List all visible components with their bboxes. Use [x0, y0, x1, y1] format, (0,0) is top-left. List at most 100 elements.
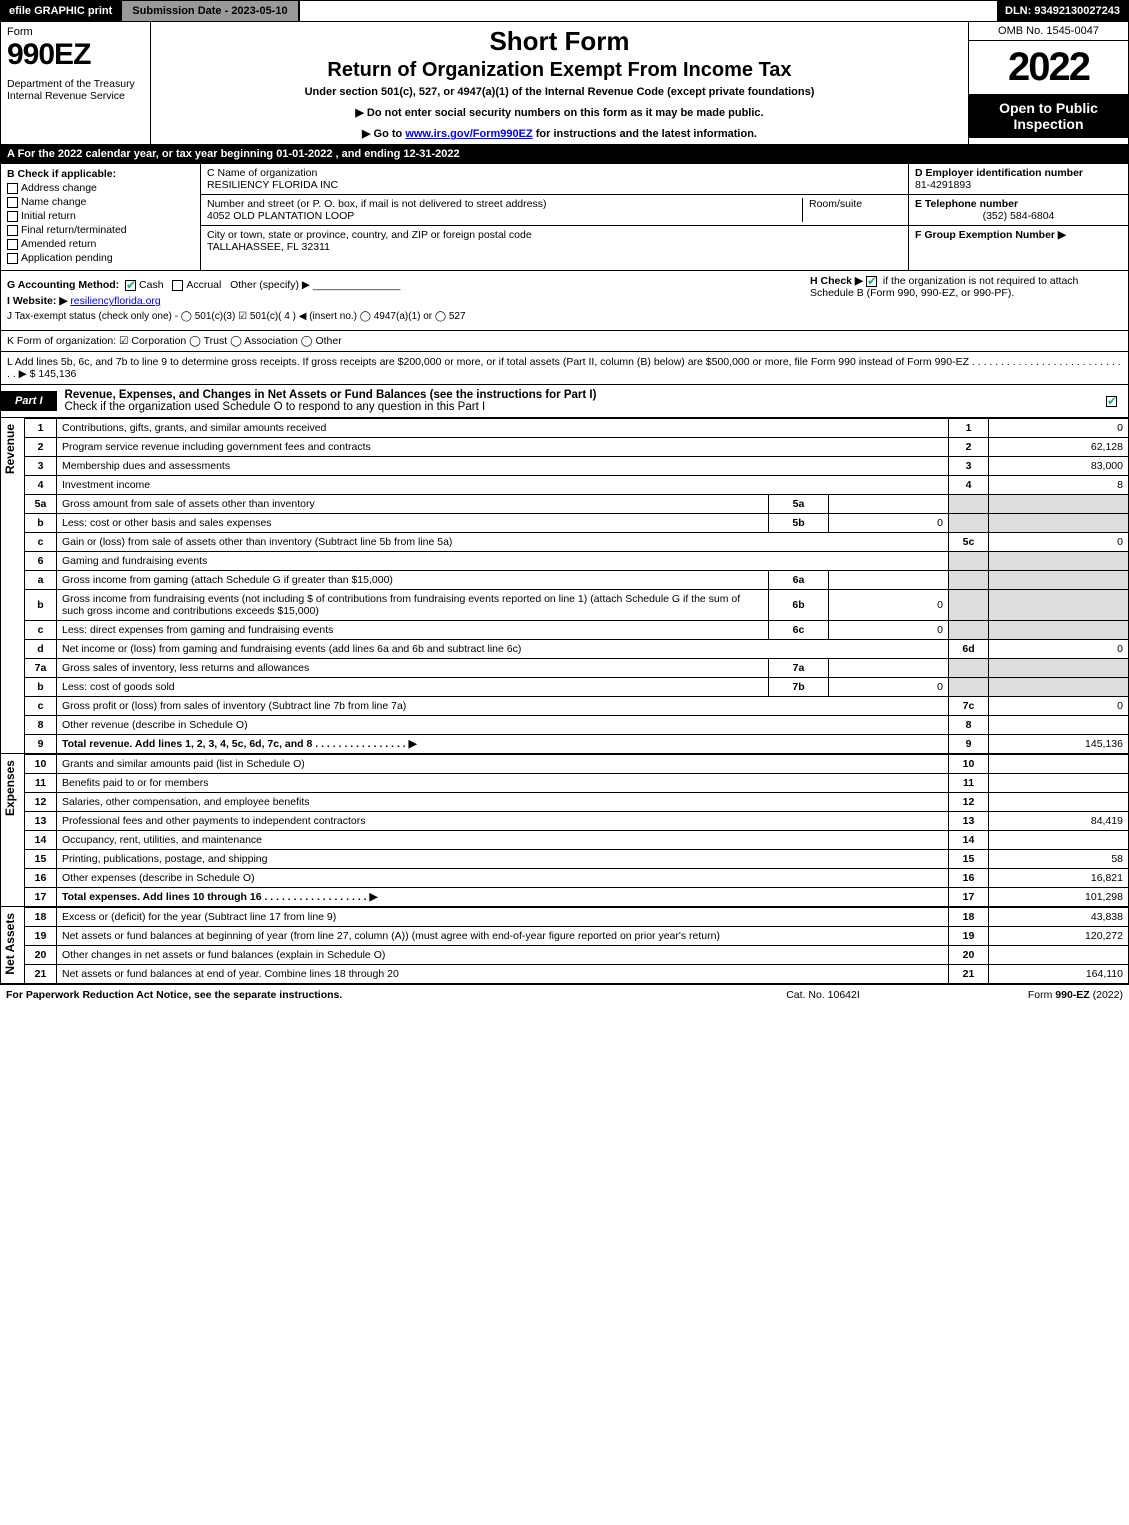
side-revenue: Revenue: [0, 418, 24, 754]
l8-desc: Other revenue (describe in Schedule O): [57, 716, 949, 735]
chk-application-pending[interactable]: Application pending: [7, 252, 194, 264]
l20-desc: Other changes in net assets or fund bala…: [57, 946, 949, 965]
l6d-rno: 6d: [949, 640, 989, 659]
l6a-desc: Gross income from gaming (attach Schedul…: [57, 571, 769, 590]
title-return: Return of Organization Exempt From Incom…: [159, 59, 960, 82]
chk-initial-return[interactable]: Initial return: [7, 210, 194, 222]
chk-name-change-label: Name change: [21, 196, 86, 208]
l5b-subval: 0: [829, 514, 949, 533]
l21-rno: 21: [949, 965, 989, 984]
street-value: 4052 OLD PLANTATION LOOP: [207, 210, 802, 222]
open-inspection: Open to Public Inspection: [969, 94, 1128, 138]
ghi-left: G Accounting Method: Cash Accrual Other …: [7, 275, 802, 326]
part1-tab: Part I: [1, 391, 57, 411]
l12-desc: Salaries, other compensation, and employ…: [57, 793, 949, 812]
l1-no: 1: [25, 419, 57, 438]
l8-val: [989, 716, 1129, 735]
l7b-sub: 7b: [769, 678, 829, 697]
group-exemption-label: F Group Exemption Number ▶: [915, 229, 1066, 241]
l11-no: 11: [25, 774, 57, 793]
chk-name-change[interactable]: Name change: [7, 196, 194, 208]
note-ssn-text: ▶ Do not enter social security numbers o…: [355, 107, 763, 119]
l7b-no: b: [25, 678, 57, 697]
g-other-label: Other (specify) ▶: [230, 279, 310, 291]
l5b-sub: 5b: [769, 514, 829, 533]
l7c-rno: 7c: [949, 697, 989, 716]
l9-no: 9: [25, 735, 57, 754]
l12-no: 12: [25, 793, 57, 812]
footer-right-pre: Form: [1028, 989, 1055, 1001]
chk-h[interactable]: [866, 276, 877, 287]
chk-final-return-label: Final return/terminated: [21, 224, 127, 236]
line-9: 9Total revenue. Add lines 1, 2, 3, 4, 5c…: [25, 735, 1129, 754]
footer-left: For Paperwork Reduction Act Notice, see …: [6, 989, 723, 1001]
l6b-desc: Gross income from fundraising events (no…: [57, 590, 769, 621]
l6b-subval: 0: [829, 590, 949, 621]
chk-address-change[interactable]: Address change: [7, 182, 194, 194]
l5a-rno: [949, 495, 989, 514]
l7a-val: [989, 659, 1129, 678]
l13-val: 84,419: [989, 812, 1129, 831]
l6a-rno: [949, 571, 989, 590]
line-4: 4Investment income48: [25, 476, 1129, 495]
efile-label[interactable]: efile GRAPHIC print: [1, 1, 120, 21]
l15-desc: Printing, publications, postage, and shi…: [57, 850, 949, 869]
part1-checkbox[interactable]: [1098, 395, 1128, 407]
l6-desc: Gaming and fundraising events: [57, 552, 949, 571]
l15-no: 15: [25, 850, 57, 869]
note-ssn: ▶ Do not enter social security numbers o…: [159, 106, 960, 119]
chk-amended-return[interactable]: Amended return: [7, 238, 194, 250]
l6b-rno: [949, 590, 989, 621]
i-label: I Website: ▶: [7, 295, 67, 307]
irs-link[interactable]: www.irs.gov/Form990EZ: [405, 128, 532, 140]
revenue-table: 1Contributions, gifts, grants, and simil…: [24, 418, 1129, 754]
side-netassets: Net Assets: [0, 907, 24, 984]
l16-no: 16: [25, 869, 57, 888]
website-link[interactable]: resiliencyflorida.org: [70, 295, 160, 307]
note-goto-pre: ▶ Go to: [362, 128, 405, 140]
l6b-sub: 6b: [769, 590, 829, 621]
l7a-sub: 7a: [769, 659, 829, 678]
line-7a: 7aGross sales of inventory, less returns…: [25, 659, 1129, 678]
l5a-subval: [829, 495, 949, 514]
l17-no: 17: [25, 888, 57, 907]
h-pre: H Check ▶: [810, 275, 863, 287]
side-revenue-text: Revenue: [1, 418, 19, 480]
col-b-checkboxes: B Check if applicable: Address change Na…: [1, 164, 201, 270]
header-right: OMB No. 1545-0047 2022 Open to Public In…: [968, 22, 1128, 144]
l7a-rno: [949, 659, 989, 678]
l5a-val: [989, 495, 1129, 514]
l3-val: 83,000: [989, 457, 1129, 476]
l4-rno: 4: [949, 476, 989, 495]
cell-phone: E Telephone number (352) 584-6804: [909, 195, 1128, 226]
line-6: 6Gaming and fundraising events: [25, 552, 1129, 571]
org-name-label: C Name of organization: [207, 167, 902, 179]
l14-rno: 14: [949, 831, 989, 850]
l7c-no: c: [25, 697, 57, 716]
chk-final-return[interactable]: Final return/terminated: [7, 224, 194, 236]
cell-city: City or town, state or province, country…: [201, 226, 908, 256]
line-7c: cGross profit or (loss) from sales of in…: [25, 697, 1129, 716]
omb-number: OMB No. 1545-0047: [969, 22, 1128, 41]
line-21: 21Net assets or fund balances at end of …: [25, 965, 1129, 984]
l1-val: 0: [989, 419, 1129, 438]
l20-val: [989, 946, 1129, 965]
dln-label: DLN: 93492130027243: [997, 1, 1128, 21]
part1-title: Revenue, Expenses, and Changes in Net As…: [57, 385, 1098, 417]
l17-desc: Total expenses. Add lines 10 through 16 …: [62, 891, 378, 903]
l11-desc: Benefits paid to or for members: [57, 774, 949, 793]
l19-no: 19: [25, 927, 57, 946]
l6c-no: c: [25, 621, 57, 640]
l2-no: 2: [25, 438, 57, 457]
l15-rno: 15: [949, 850, 989, 869]
l14-desc: Occupancy, rent, utilities, and maintena…: [57, 831, 949, 850]
chk-cash[interactable]: [125, 280, 136, 291]
footer-right: Form 990-EZ (2022): [923, 989, 1123, 1001]
g-label: G Accounting Method:: [7, 279, 119, 291]
line-11: 11Benefits paid to or for members11: [25, 774, 1129, 793]
dept-label: Department of the Treasury Internal Reve…: [7, 78, 144, 102]
chk-accrual[interactable]: [172, 280, 183, 291]
l6-no: 6: [25, 552, 57, 571]
l3-desc: Membership dues and assessments: [62, 460, 230, 472]
l9-val: 145,136: [989, 735, 1129, 754]
